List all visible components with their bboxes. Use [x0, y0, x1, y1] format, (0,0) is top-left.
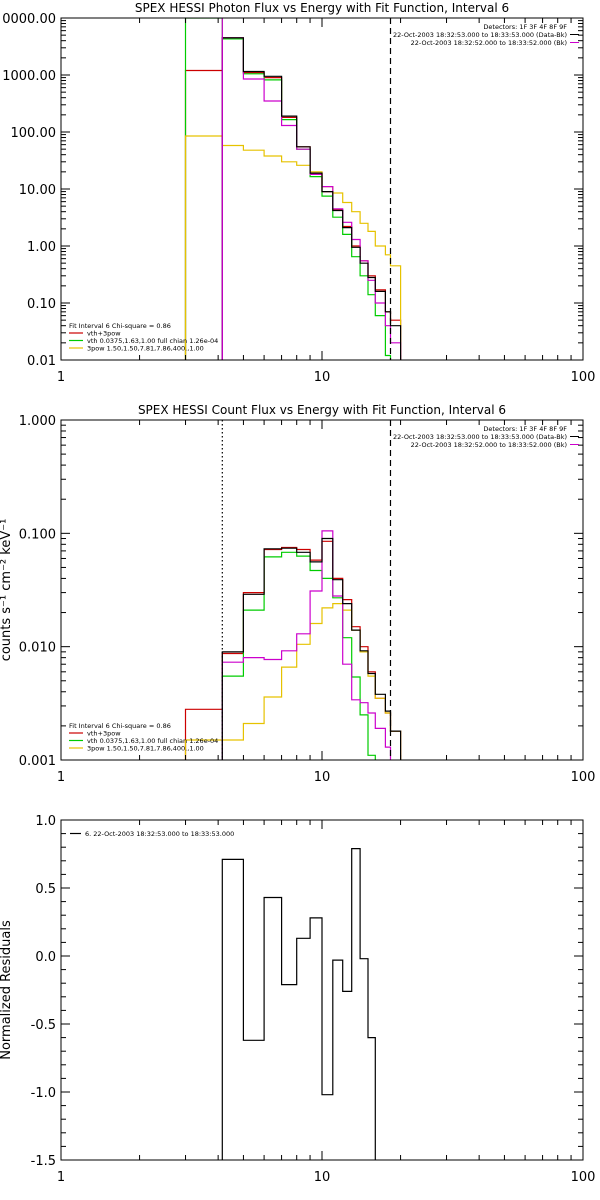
- y-tick-label: 1000.00: [2, 69, 56, 84]
- legend-label: 3pow 1.50,1.50,7.81,7.86,400.,1.00: [87, 745, 204, 753]
- x-tick-label: 100: [571, 1170, 596, 1185]
- x-tick-label: 10: [314, 1170, 331, 1185]
- legend-header: Fit Interval 6 Chi-square = 0.86: [69, 722, 171, 730]
- info-line-3: 22-Oct-2003 18:32:52.000 to 18:33:52.000…: [411, 441, 567, 449]
- info-line-3: 22-Oct-2003 18:32:52.000 to 18:33:52.000…: [411, 39, 567, 47]
- legend-header: Fit Interval 6 Chi-square = 0.86: [69, 322, 171, 330]
- y-tick-label: -1.0: [31, 1086, 56, 1101]
- y-tick-label: 1.00: [27, 240, 56, 255]
- series-line-1: [184, 37, 402, 360]
- y-tick-label: -0.5: [31, 1018, 56, 1033]
- legend-label: 6. 22-Oct-2003 18:32:53.000 to 18:33:53.…: [85, 830, 234, 838]
- y-axis-label: counts s⁻¹ cm⁻² keV⁻¹: [0, 519, 14, 662]
- x-tick-label: 1: [57, 770, 65, 785]
- y-tick-label: 0.10: [27, 297, 56, 312]
- series-line-4: [221, 37, 402, 360]
- legend-label: vth 0.0375,1.63,1.00 full chian 1.26e-04: [87, 737, 218, 745]
- series-line-5: [221, 37, 402, 360]
- x-tick-label: 10: [314, 770, 331, 785]
- series-group: [184, 18, 402, 360]
- y-tick-label: 0.010: [19, 641, 56, 656]
- info-line-1: Detectors: 1F 3F 4F 8F 9F: [483, 425, 567, 433]
- y-tick-label: 0.01: [27, 354, 56, 369]
- series-line-2: [221, 551, 376, 760]
- x-tick-label: 100: [571, 770, 596, 785]
- y-tick-label: 0.100: [19, 527, 56, 542]
- chart-title: SPEX HESSI Photon Flux vs Energy with Fi…: [135, 1, 509, 15]
- y-tick-label: 1.0: [35, 814, 56, 829]
- y-tick-label: 10.00: [19, 183, 56, 198]
- legend-label: vth+3pow: [87, 730, 121, 738]
- series-line-3: [184, 603, 402, 760]
- chart-panel-3: Normalized Residuals 1 10 100 -1.5 -1.0 -0.5 0.…: [0, 814, 596, 1185]
- y-axis-label: Normalized Residuals: [0, 920, 14, 1060]
- chart-panel-2: SPEX HESSI Count Flux vs Energy with Fit…: [0, 403, 596, 785]
- y-tick-label: 0.5: [35, 882, 56, 897]
- series-line-5: [221, 537, 402, 760]
- y-tick-label: 100.00: [11, 126, 57, 141]
- x-tick-label: 1: [57, 370, 65, 385]
- x-tick-label: 10: [314, 370, 331, 385]
- info-line-2: 22-Oct-2003 18:32:53.000 to 18:33:53.000…: [393, 433, 567, 441]
- y-tick-label: 0.001: [19, 754, 56, 769]
- y-tick-label: 0000.00: [2, 12, 56, 27]
- y-tick-label: -1.5: [31, 1154, 56, 1169]
- chart-panel-1: SPEX HESSI Photon Flux vs Energy with Fi…: [2, 1, 596, 385]
- y-tick-label: 0.0: [35, 950, 56, 965]
- series-line-1: [221, 848, 376, 1160]
- series-group: [184, 530, 402, 760]
- series-group: [221, 848, 376, 1160]
- legend-label: vth+3pow: [87, 330, 121, 338]
- legend-label: vth 0.0375,1.63,1.00 full chian 1.26e-04: [87, 337, 218, 345]
- legend-label: 3pow 1.50,1.50,7.81,7.86,400.,1.00: [87, 345, 204, 353]
- chart-title: SPEX HESSI Count Flux vs Energy with Fit…: [138, 403, 506, 417]
- x-tick-label: 100: [571, 370, 596, 385]
- y-tick-label: 1.000: [19, 414, 56, 429]
- x-tick-label: 1: [57, 1170, 65, 1185]
- info-line-1: Detectors: 1F 3F 4F 8F 9F: [483, 23, 567, 31]
- info-line-2: 22-Oct-2003 18:32:53.000 to 18:33:53.000…: [393, 31, 567, 39]
